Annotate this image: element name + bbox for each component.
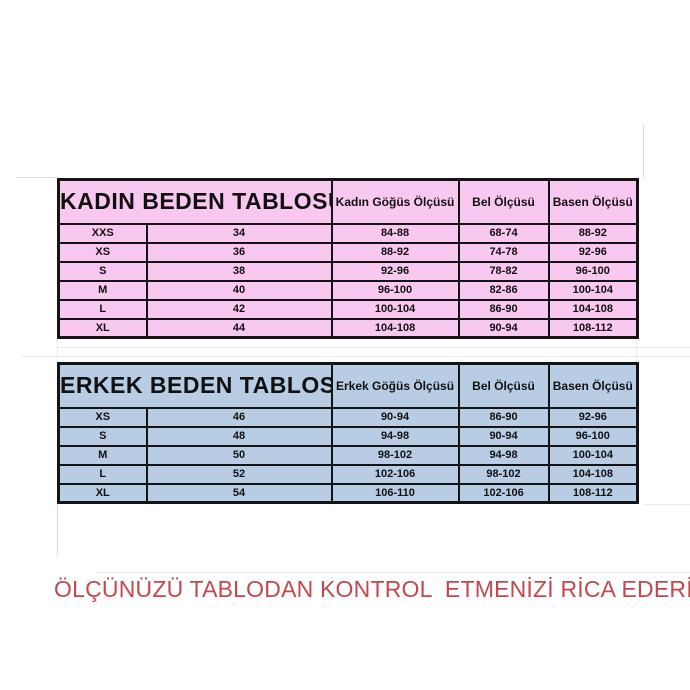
table-row: M 40 96-100 82-86 100-104 — [57, 279, 639, 301]
size-cell: XL — [57, 317, 148, 339]
beden-cell: 34 — [145, 222, 333, 244]
size-cell: S — [57, 425, 148, 447]
beden-cell: 44 — [145, 317, 333, 339]
chest-cell: 104-108 — [330, 317, 460, 339]
beden-cell: 46 — [145, 406, 333, 428]
waist-cell: 94-98 — [457, 444, 550, 466]
hip-cell: 92-96 — [547, 406, 639, 428]
table-row: XL 44 104-108 90-94 108-112 — [57, 317, 639, 339]
beden-cell: 54 — [145, 482, 333, 504]
gridline — [643, 504, 690, 505]
table-row: XL 54 106-110 102-106 108-112 — [57, 482, 639, 504]
beden-cell: 52 — [145, 463, 333, 485]
gridline — [57, 502, 58, 556]
waist-cell: 90-94 — [457, 425, 550, 447]
men-table-header-row: ERKEK BEDEN TABLOSU Erkek Göğüs Ölçüsü B… — [57, 362, 639, 409]
table-row: L 52 102-106 98-102 104-108 — [57, 463, 639, 485]
size-check-note: ÖLÇÜNÜZÜ TABLODAN KONTROL ETMENİZİ RİCA … — [54, 576, 690, 602]
table-row: S 48 94-98 90-94 96-100 — [57, 425, 639, 447]
gridline — [95, 572, 690, 573]
women-table-title: KADIN BEDEN TABLOSU — [57, 178, 333, 225]
size-cell: XXS — [57, 222, 148, 244]
waist-cell: 90-94 — [457, 317, 550, 339]
men-chest-header: Erkek Göğüs Ölçüsü — [330, 362, 460, 409]
gridline — [57, 340, 58, 362]
chest-cell: 100-104 — [330, 298, 460, 320]
hip-cell: 108-112 — [547, 317, 639, 339]
beden-cell: 50 — [145, 444, 333, 466]
hip-cell: 100-104 — [547, 279, 639, 301]
size-cell: XS — [57, 241, 148, 263]
hip-cell: 104-108 — [547, 298, 639, 320]
women-size-table: KADIN BEDEN TABLOSU Kadın Göğüs Ölçüsü B… — [57, 178, 640, 339]
gridline — [21, 356, 690, 357]
hip-cell: 104-108 — [547, 463, 639, 485]
women-table-header-row: KADIN BEDEN TABLOSU Kadın Göğüs Ölçüsü B… — [57, 178, 639, 225]
waist-cell: 68-74 — [457, 222, 550, 244]
waist-cell: 86-90 — [457, 406, 550, 428]
beden-cell: 36 — [145, 241, 333, 263]
waist-cell: 98-102 — [457, 463, 550, 485]
waist-cell: 78-82 — [457, 260, 550, 282]
chest-cell: 106-110 — [330, 482, 460, 504]
men-hip-header: Basen Ölçüsü — [547, 362, 639, 409]
size-cell: XS — [57, 406, 148, 428]
hip-cell: 96-100 — [547, 425, 639, 447]
table-row: S 38 92-96 78-82 96-100 — [57, 260, 639, 282]
chest-cell: 90-94 — [330, 406, 460, 428]
chest-cell: 96-100 — [330, 279, 460, 301]
chest-cell: 88-92 — [330, 241, 460, 263]
size-cell: S — [57, 260, 148, 282]
table-row: XS 46 90-94 86-90 92-96 — [57, 406, 639, 428]
beden-cell: 48 — [145, 425, 333, 447]
table-row: XXS 34 84-88 68-74 88-92 — [57, 222, 639, 244]
women-waist-header: Bel Ölçüsü — [457, 178, 550, 225]
waist-cell: 102-106 — [457, 482, 550, 504]
gridline — [16, 177, 57, 178]
beden-cell: 40 — [145, 279, 333, 301]
hip-cell: 96-100 — [547, 260, 639, 282]
men-size-table: ERKEK BEDEN TABLOSU Erkek Göğüs Ölçüsü B… — [57, 362, 640, 504]
waist-cell: 86-90 — [457, 298, 550, 320]
chest-cell: 84-88 — [330, 222, 460, 244]
chest-cell: 102-106 — [330, 463, 460, 485]
men-waist-header: Bel Ölçüsü — [457, 362, 550, 409]
size-cell: L — [57, 463, 148, 485]
beden-cell: 38 — [145, 260, 333, 282]
men-table-title: ERKEK BEDEN TABLOSU — [57, 362, 333, 409]
chest-cell: 94-98 — [330, 425, 460, 447]
hip-cell: 88-92 — [547, 222, 639, 244]
table-row: M 50 98-102 94-98 100-104 — [57, 444, 639, 466]
table-row: XS 36 88-92 74-78 92-96 — [57, 241, 639, 263]
size-cell: M — [57, 279, 148, 301]
waist-cell: 82-86 — [457, 279, 550, 301]
beden-cell: 42 — [145, 298, 333, 320]
hip-cell: 100-104 — [547, 444, 639, 466]
chest-cell: 98-102 — [330, 444, 460, 466]
gridline — [636, 340, 637, 362]
gridline — [643, 124, 644, 178]
waist-cell: 74-78 — [457, 241, 550, 263]
size-cell: M — [57, 444, 148, 466]
size-cell: XL — [57, 482, 148, 504]
table-row: L 42 100-104 86-90 104-108 — [57, 298, 639, 320]
gridline — [57, 347, 690, 348]
women-hip-header: Basen Ölçüsü — [547, 178, 639, 225]
chest-cell: 92-96 — [330, 260, 460, 282]
hip-cell: 92-96 — [547, 241, 639, 263]
women-chest-header: Kadın Göğüs Ölçüsü — [330, 178, 460, 225]
size-cell: L — [57, 298, 148, 320]
hip-cell: 108-112 — [547, 482, 639, 504]
